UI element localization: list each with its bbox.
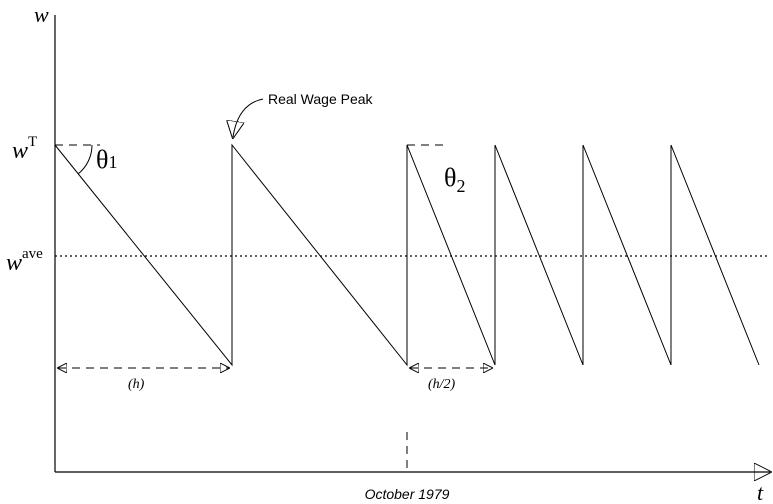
angle-1: θ1 bbox=[96, 145, 117, 174]
peak-label: Real Wage Peak bbox=[268, 91, 374, 107]
event-label: October 1979 bbox=[365, 486, 450, 502]
y-axis-label: w bbox=[34, 2, 49, 27]
angle-1-sub: 1 bbox=[108, 152, 117, 172]
wage-path bbox=[54, 143, 760, 367]
target-base: w bbox=[12, 138, 28, 164]
average-base: w bbox=[6, 250, 22, 276]
angle-1-base: θ bbox=[96, 145, 108, 174]
peak-arrow bbox=[233, 98, 264, 137]
target-sup: T bbox=[28, 134, 37, 150]
angle-2-base: θ bbox=[444, 163, 456, 192]
angle-arc bbox=[77, 144, 93, 175]
target-label: wT bbox=[12, 134, 37, 164]
period-label: (h) bbox=[128, 377, 145, 392]
average-label: wave bbox=[6, 246, 43, 276]
angle-2: θ2 bbox=[444, 163, 465, 196]
average-sup: ave bbox=[22, 246, 43, 262]
half-period-label: (h/2) bbox=[428, 377, 456, 392]
x-axis-label: t bbox=[757, 480, 764, 504]
angle-2-sub: 2 bbox=[456, 176, 465, 196]
